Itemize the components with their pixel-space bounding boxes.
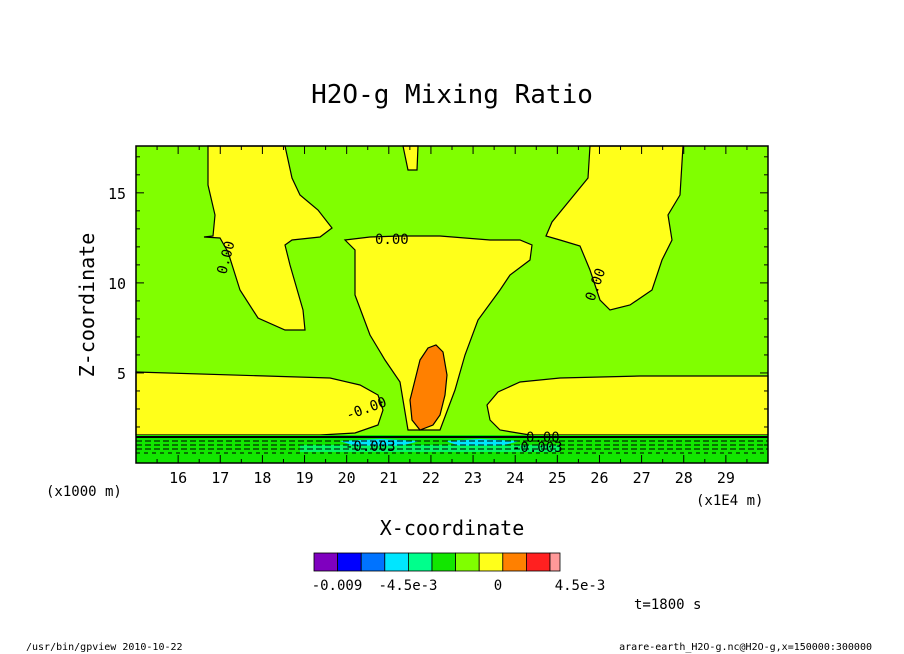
x-tick-label: 23 bbox=[464, 469, 482, 487]
contour-label: -0.003 bbox=[345, 439, 396, 455]
colorbar-label: 4.5e-3 bbox=[555, 578, 606, 594]
colorbar-swatch bbox=[478, 552, 504, 572]
x-tick-label: 28 bbox=[675, 469, 693, 487]
colorbar-swatch bbox=[313, 552, 339, 572]
contour-region-lower-left bbox=[135, 371, 384, 436]
footer-right: arare-earth_H2O-g.nc@H2O-g,x=150000:3000… bbox=[619, 642, 872, 653]
time-label: t=1800 s bbox=[634, 597, 701, 613]
y-axis-title: Z-coordinate bbox=[75, 233, 99, 378]
contour-region-center-plume bbox=[343, 235, 533, 431]
y-axis: 5 10 15 bbox=[108, 156, 768, 464]
contour-region-orange-core bbox=[409, 344, 448, 431]
colorbar-label: -4.5e-3 bbox=[378, 578, 437, 594]
x-unit-right: (x1E4 m) bbox=[696, 493, 763, 509]
y-tick-label: 15 bbox=[108, 185, 126, 203]
x-tick-label: 17 bbox=[211, 469, 229, 487]
x-axis: 16 17 18 19 20 21 22 23 24 25 26 27 28 29 bbox=[135, 146, 769, 487]
x-tick-label: 24 bbox=[506, 469, 524, 487]
contour-region-upper-left bbox=[203, 145, 333, 331]
colorbar-swatch bbox=[407, 552, 433, 572]
contour-label: -0.003 bbox=[512, 440, 563, 456]
colorbar-swatch bbox=[337, 552, 362, 572]
colorbar: -0.009 -4.5e-3 0 4.5e-3 bbox=[312, 552, 606, 594]
contour-region-lower-right bbox=[486, 375, 769, 436]
x-tick-label: 22 bbox=[422, 469, 440, 487]
y-tick-label: 10 bbox=[108, 275, 126, 293]
x-tick-label: 26 bbox=[590, 469, 608, 487]
x-tick-label: 18 bbox=[253, 469, 271, 487]
colorbar-swatch bbox=[526, 552, 551, 572]
x-tick-label: 25 bbox=[548, 469, 566, 487]
x-tick-label: 21 bbox=[380, 469, 398, 487]
colorbar-swatch bbox=[455, 552, 480, 572]
plot-area: 0.00 0.00 0.00 -0.00 -0.003 0.00 -0.003 bbox=[135, 145, 769, 464]
colorbar-label: 0 bbox=[494, 578, 502, 594]
footer-left: /usr/bin/gpview 2010-10-22 bbox=[26, 642, 183, 653]
colorbar-swatch bbox=[360, 552, 386, 572]
colorbar-label: -0.009 bbox=[312, 578, 363, 594]
colorbar-swatch bbox=[549, 552, 561, 572]
contour-label: 0.00 bbox=[526, 430, 560, 446]
y-tick-label: 5 bbox=[117, 365, 126, 383]
colorbar-swatch bbox=[384, 552, 409, 572]
contour-label: 0.00 bbox=[375, 232, 409, 248]
x-tick-label: 16 bbox=[169, 469, 187, 487]
x-axis-title: X-coordinate bbox=[380, 516, 525, 540]
x-tick-label: 19 bbox=[296, 469, 314, 487]
colorbar-swatch bbox=[431, 552, 457, 572]
chart-title: H2O-g Mixing Ratio bbox=[311, 80, 593, 110]
colorbar-swatch bbox=[502, 552, 527, 572]
x-tick-label: 20 bbox=[338, 469, 356, 487]
contour-region-upper-right bbox=[545, 145, 684, 311]
x-unit-left: (x1000 m) bbox=[46, 484, 122, 500]
x-tick-label: 27 bbox=[633, 469, 651, 487]
x-tick-label: 29 bbox=[717, 469, 735, 487]
